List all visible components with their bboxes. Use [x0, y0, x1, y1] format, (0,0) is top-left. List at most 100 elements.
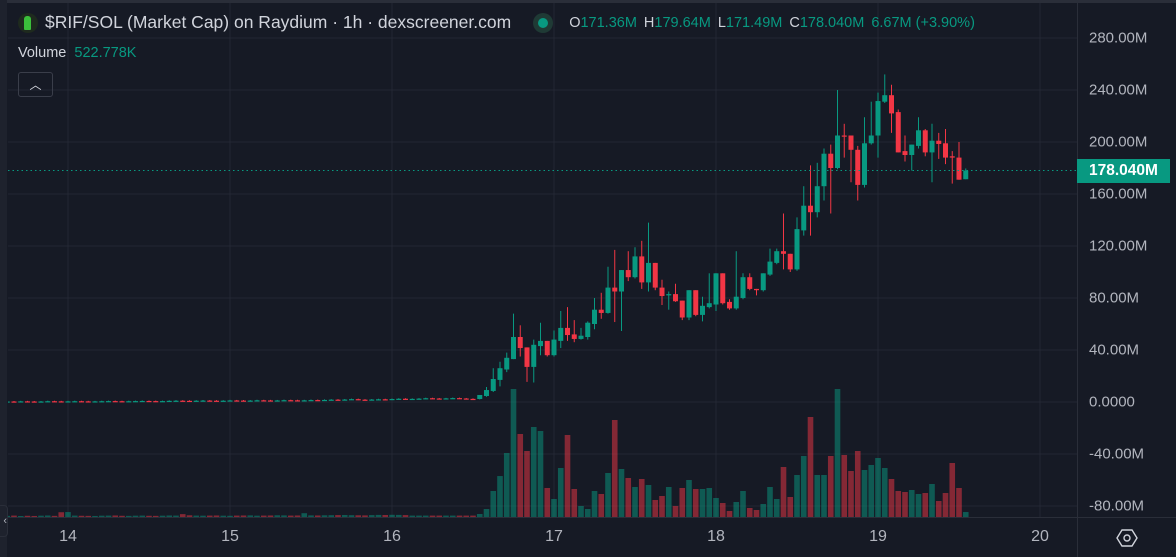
volume-bar — [348, 515, 355, 517]
candle-body — [652, 262, 658, 288]
price-axis-label: 0.0000 — [1089, 393, 1135, 411]
volume-bar — [429, 515, 436, 517]
volume-bar — [949, 463, 956, 517]
volume-bar — [625, 478, 632, 517]
volume-bar — [200, 515, 206, 517]
chart-legend: $RIF/SOL (Market Cap) on Raydium · 1h · … — [18, 12, 975, 33]
volume-bar — [254, 515, 260, 517]
time-axis-label: 15 — [221, 528, 239, 545]
candle-body — [882, 95, 888, 102]
volume-bar — [17, 516, 24, 517]
candle-body — [571, 334, 577, 339]
open-value: 171.36M — [580, 14, 637, 31]
candle-body — [349, 399, 354, 401]
candle-body — [531, 344, 537, 367]
candle-body — [342, 399, 348, 401]
volume-bar — [281, 515, 287, 517]
volume-bar — [935, 501, 942, 517]
volume-bar — [456, 515, 463, 517]
candle-body — [936, 140, 942, 144]
volume-bar — [51, 515, 58, 517]
candle-body — [558, 327, 564, 341]
left-panel-edge — [0, 0, 7, 557]
volume-bar — [908, 490, 915, 517]
candle-body — [679, 300, 685, 318]
candle-body — [868, 135, 874, 144]
volume-bar — [98, 515, 105, 517]
volume-bar — [740, 491, 746, 517]
volume-bar — [544, 488, 551, 517]
collapse-legend-button[interactable]: ︿ — [18, 72, 53, 97]
volume-bar — [618, 469, 625, 517]
volume-bar — [402, 515, 409, 517]
candle-body — [862, 143, 867, 185]
token-logo — [18, 12, 38, 33]
low-value: 171.49M — [725, 14, 783, 31]
close-value: 178.040M — [799, 14, 865, 31]
candle-body — [315, 400, 321, 402]
low-label: L — [717, 14, 726, 31]
volume-bar — [564, 435, 571, 517]
candle-body — [956, 157, 962, 180]
volume-bar — [152, 515, 159, 517]
candle-body — [45, 401, 51, 403]
candle-body — [835, 135, 840, 168]
volume-bar — [58, 512, 65, 517]
candle-body — [470, 398, 476, 401]
candle-body — [747, 277, 753, 289]
volume-bar — [956, 488, 962, 517]
candle-body — [484, 390, 489, 397]
candle-body — [929, 140, 935, 153]
volume-bar — [598, 494, 605, 517]
volume-bar — [287, 515, 294, 517]
candle-body — [355, 399, 361, 401]
price-axis-label: 120.00M — [1089, 237, 1148, 255]
volume-bar — [530, 427, 537, 517]
candle-body — [592, 309, 597, 324]
volume-bar — [112, 515, 119, 517]
price-axis-label: 240.00M — [1089, 81, 1148, 99]
time-axis-label: 20 — [1031, 528, 1049, 545]
candle-body — [166, 400, 172, 403]
change-value: 6.67M (+3.90%) — [871, 14, 975, 31]
volume-bar — [78, 515, 85, 517]
volume-bar — [24, 515, 31, 517]
price-axis-label: 80.00M — [1089, 289, 1140, 307]
candle-body — [666, 294, 672, 296]
candle-body — [396, 398, 402, 400]
candle-body — [268, 400, 273, 402]
candle-body — [781, 251, 786, 254]
candle-body — [376, 399, 381, 401]
candle-body — [295, 400, 300, 402]
volume-bar — [800, 456, 807, 517]
volume-bar — [537, 431, 544, 517]
candle-body — [18, 401, 24, 403]
time-axis-label: 17 — [545, 528, 563, 545]
volume-bar — [31, 515, 38, 517]
volume-bar — [173, 515, 179, 517]
candle-body — [565, 327, 570, 336]
volume-bar — [146, 515, 152, 517]
settings-icon[interactable] — [1116, 527, 1138, 549]
volume-bar — [483, 509, 490, 517]
candle-body — [585, 322, 591, 337]
time-axis-label: 18 — [707, 528, 725, 545]
candle-body — [605, 287, 611, 313]
volume-bar — [517, 434, 524, 517]
time-axis-label: 14 — [59, 528, 77, 545]
volume-bar — [260, 515, 267, 517]
candle-body — [828, 153, 834, 168]
volume-bar — [807, 417, 814, 517]
volume-bar — [213, 515, 220, 517]
expand-left-panel-chevron-icon[interactable]: ‹ — [0, 505, 8, 537]
volume-bar — [922, 493, 929, 517]
volume-bar — [686, 480, 692, 517]
volume-bar — [267, 515, 274, 517]
candle-body — [963, 170, 969, 180]
candle-body — [544, 340, 550, 356]
close-label: C — [789, 14, 800, 31]
candle-body — [362, 399, 368, 401]
volume-bar — [355, 515, 362, 517]
volume-bar — [321, 515, 328, 517]
